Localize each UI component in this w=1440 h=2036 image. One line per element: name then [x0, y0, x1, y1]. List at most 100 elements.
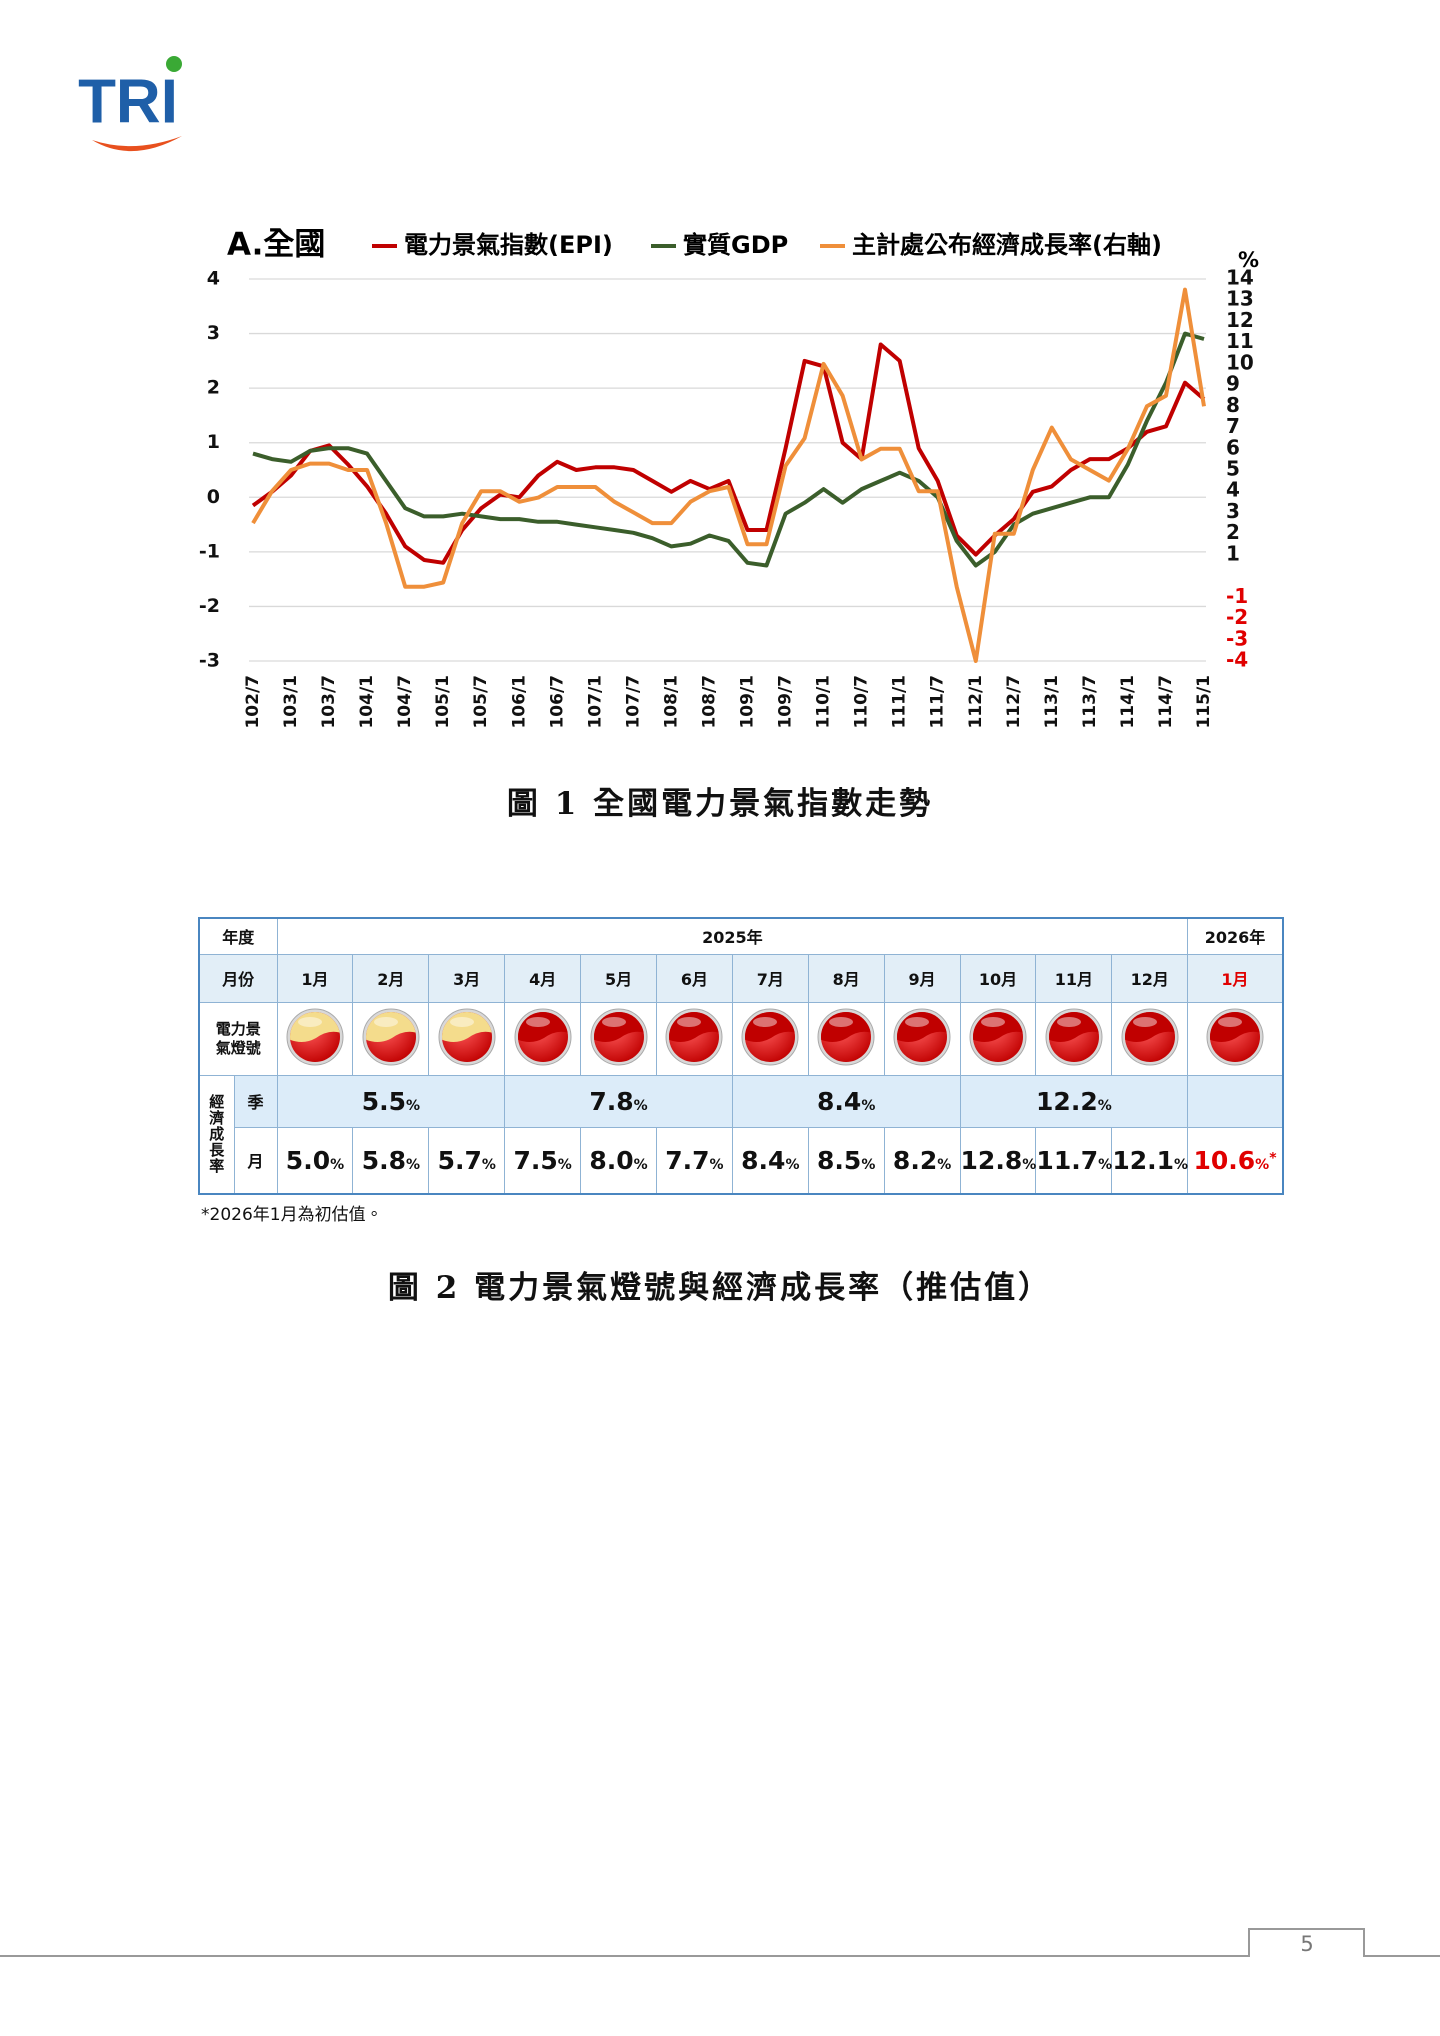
value: 8.2	[892, 1145, 938, 1175]
logo: TRI	[78, 56, 182, 152]
signal-cell	[959, 1001, 1037, 1076]
value: 5.0	[285, 1145, 331, 1175]
month-value-cell: 10.6%*	[1187, 1126, 1284, 1195]
y2-tick-label: 6	[1226, 435, 1240, 459]
legend-label: 電力景氣指數(EPI)	[404, 231, 613, 259]
signal-light	[817, 1008, 875, 1065]
x-tick-label: 112/7	[1004, 675, 1024, 729]
y2-tick-label: 9	[1226, 372, 1240, 396]
signal-cell	[580, 1001, 657, 1076]
x-tick-label: 107/7	[623, 675, 643, 729]
y-tick-label: 0	[207, 486, 220, 508]
x-tick-label: 105/7	[471, 675, 491, 729]
x-tick-label: 111/1	[890, 675, 910, 729]
table-note: *2026年1月為初估值。	[201, 1205, 383, 1225]
y2-tick-label: -2	[1226, 605, 1248, 629]
unit: %	[937, 1156, 952, 1173]
x-tick-label: 108/1	[661, 675, 681, 729]
y2-tick-label: -1	[1226, 584, 1248, 608]
unit: %	[405, 1156, 421, 1173]
unit: %	[633, 1156, 648, 1173]
x-tick-label: 103/7	[319, 675, 339, 729]
y-tick-label: 3	[207, 322, 220, 344]
month-value-cell: 12.1%	[1111, 1126, 1189, 1195]
signal-light	[362, 1008, 420, 1065]
value: 11.7	[1036, 1145, 1099, 1175]
signal-cell	[1187, 1001, 1284, 1076]
row-label: 月	[233, 1126, 278, 1195]
growth-label: 經濟成長率	[198, 1074, 235, 1195]
signal-light	[438, 1008, 496, 1065]
signal-cell	[276, 1001, 354, 1076]
month-cell: 6月	[655, 953, 733, 1003]
x-tick-label: 106/7	[547, 675, 567, 729]
unit: %	[330, 1156, 345, 1173]
signal-light	[1121, 1008, 1179, 1065]
y2-tick-label: 11	[1226, 329, 1254, 353]
row-label: 電力景 氣燈號	[198, 1001, 278, 1076]
x-tick-label: 110/1	[814, 675, 834, 729]
y-tick-label: 1	[207, 431, 220, 453]
value: 5.5	[361, 1086, 406, 1116]
footer: 5	[0, 1928, 1440, 1957]
month-value-cell: 8.2%	[883, 1126, 961, 1195]
quarter-cell: 5.5%	[276, 1074, 506, 1128]
unit: %	[405, 1097, 421, 1114]
x-tick-label: 110/7	[852, 675, 872, 729]
month-row: 月份 1月 2月 3月 4月 5月 6月 7月 8月 9月 10月 11月 12月 1月	[198, 953, 1284, 1003]
figure-caption: 圖 1 全國電力景氣指數走勢	[506, 786, 934, 822]
chart: A.全國 % 43210-1-2-31413121110987654321-1-…	[199, 227, 1259, 729]
year-cell: 2025年	[276, 917, 1189, 955]
month-value-cell: 12.8%	[959, 1126, 1037, 1195]
month-cell: 7月	[731, 953, 809, 1003]
month-value-cell: 5.0%	[276, 1126, 354, 1195]
signal-light	[893, 1008, 951, 1065]
unit: %	[1255, 1156, 1270, 1173]
signal-cell	[1111, 1001, 1189, 1076]
signal-cell	[883, 1001, 961, 1076]
month-value-cell: 11.7%	[1035, 1126, 1113, 1195]
quarter-cell: 8.4%	[731, 1074, 961, 1128]
y-tick-label: -1	[199, 540, 220, 562]
x-tick-label: 111/7	[928, 675, 948, 729]
signal-cell	[352, 1001, 430, 1076]
month-value-cell: 7.5%	[504, 1126, 582, 1195]
value: 7.8	[589, 1086, 634, 1116]
month-value-cell: 8.0%	[580, 1126, 657, 1195]
x-tick-label: 104/1	[357, 675, 377, 729]
y-tick-label: 4	[207, 268, 220, 290]
x-tick-label: 115/1	[1194, 675, 1214, 729]
y-tick-label: 2	[207, 377, 220, 399]
value: 5.8	[361, 1145, 406, 1175]
value: 12.8	[960, 1145, 1023, 1175]
empty-cell	[1187, 1074, 1284, 1128]
y2-tick-label: 7	[1226, 414, 1240, 438]
signal-table: 年度 2025年 2026年 月份 1月 2月 3月 4月 5月 6月 7月 8月 9月 10月 11月 12…	[198, 917, 1284, 1195]
y-tick-label: -2	[199, 595, 220, 617]
x-tick-label: 113/1	[1042, 675, 1062, 729]
value: 10.6	[1193, 1145, 1256, 1175]
series-line	[251, 342, 1206, 565]
x-tick-label: 108/7	[699, 675, 719, 729]
signal-light	[665, 1008, 723, 1065]
value: 7.7	[665, 1145, 710, 1175]
x-tick-label: 112/1	[966, 675, 986, 729]
unit: %	[557, 1156, 572, 1173]
unit: %	[633, 1097, 648, 1114]
signal-light	[1206, 1008, 1264, 1065]
signal-light	[514, 1008, 572, 1065]
x-tick-label: 105/1	[433, 675, 453, 729]
y2-tick-label: 5	[1226, 457, 1240, 481]
row-label: 年度	[198, 917, 278, 955]
label-line: 氣燈號	[215, 1038, 261, 1057]
y2-tick-label: 4	[1226, 478, 1240, 502]
y2-tick-label: 10	[1226, 350, 1254, 374]
page-number: 5	[1300, 1932, 1313, 1956]
y2-tick-label: 1	[1226, 541, 1240, 565]
y2-tick-label: 8	[1226, 393, 1240, 417]
signal-light	[1045, 1008, 1103, 1065]
signal-cell	[504, 1001, 582, 1076]
chart-title: A.全國	[227, 227, 325, 263]
month-cell: 1月	[1187, 953, 1284, 1003]
